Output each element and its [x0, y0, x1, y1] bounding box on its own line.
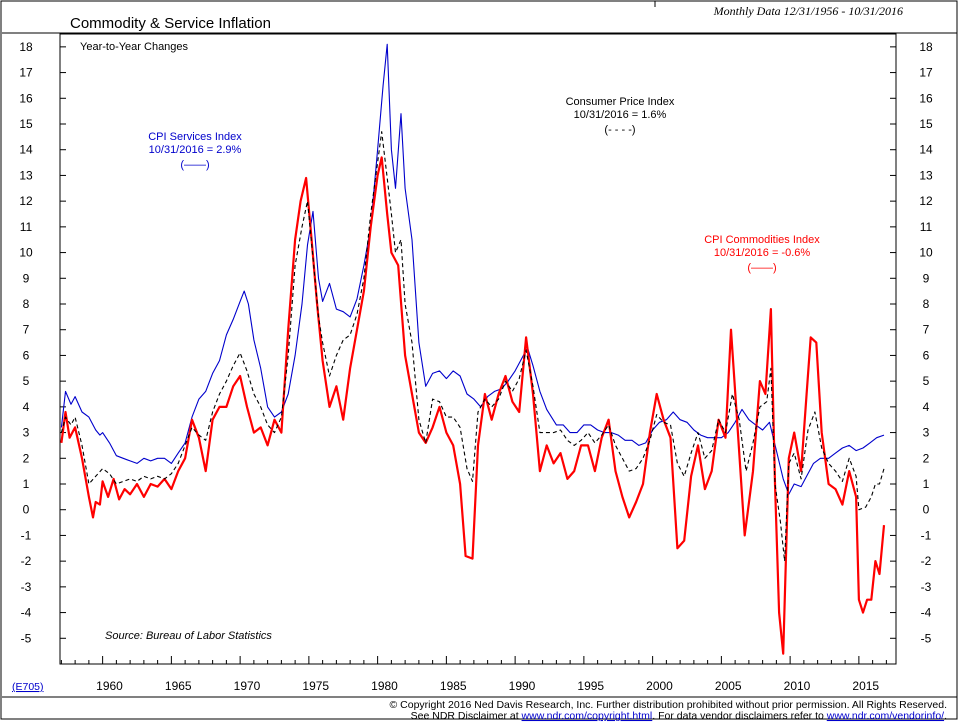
series-line-consumer-price-index [60, 131, 885, 562]
x-tick-label: 1960 [96, 679, 123, 693]
y-tick-label-right: 3 [923, 426, 930, 440]
y-tick-label-right: 9 [923, 271, 930, 285]
y-tick-label-left: -3 [21, 580, 32, 594]
y-tick-label-right: -1 [921, 528, 932, 542]
vendorinfo-link[interactable]: www.ndr.com/vendorinfo/ [826, 710, 944, 722]
y-tick-label-left: 8 [23, 297, 30, 311]
series-line-cpi-commodities-index [60, 156, 886, 655]
x-tick-label: 1975 [302, 679, 329, 693]
x-tick-label: 2005 [715, 679, 742, 693]
cpi-services-label-line2: 10/31/2016 = 2.9% [149, 144, 242, 156]
x-tick-label: 2015 [852, 679, 879, 693]
y-tick-label-left: 9 [23, 271, 30, 285]
y-tick-label-left: -2 [21, 554, 32, 568]
y-tick-label-left: 16 [19, 91, 33, 105]
y-tick-label-left: -4 [21, 606, 32, 620]
cpi-total-label-line1: Consumer Price Index [566, 96, 675, 108]
cpi-services-label-line3: (——) [180, 159, 209, 171]
y-tick-label-left: -5 [21, 631, 32, 645]
x-tick-label: 2010 [784, 679, 811, 693]
y-tick-label-right: 15 [919, 117, 933, 131]
plot-frame [59, 33, 897, 665]
y-tick-label-left: 5 [23, 374, 30, 388]
y-tick-label-left: -1 [21, 528, 32, 542]
y-tick-label-right: -5 [921, 631, 932, 645]
cpi-total-label: Consumer Price Index 10/31/2016 = 1.6% (… [566, 96, 675, 136]
y-tick-label-left: 17 [19, 66, 33, 80]
y-tick-label-left: 3 [23, 426, 30, 440]
x-tick-label: 1990 [509, 679, 536, 693]
source-note: Source: Bureau of Labor Statistics [105, 630, 272, 642]
x-tick-label: 1980 [371, 679, 398, 693]
y-tick-label-right: -4 [921, 606, 932, 620]
y-tick-label-right: -2 [921, 554, 932, 568]
cpi-services-label-line1: CPI Services Index [148, 131, 242, 143]
x-axis: 1960 1965 1970 1975 1980 1985 1990 1995 2000 2005… [60, 656, 887, 693]
y-tick-label-left: 2 [23, 451, 30, 465]
y-tick-label-right: 16 [919, 91, 933, 105]
disclaimer-mid: . For data vendor disclaimers refer to [652, 710, 827, 722]
y-tick-label-right: 10 [919, 246, 933, 260]
y-tick-label-right: 18 [919, 40, 933, 54]
cpi-commodities-label-line3: (——) [747, 262, 776, 274]
x-tick-label: 1995 [577, 679, 604, 693]
series-layer [60, 43, 886, 655]
y-tick-label-right: 13 [919, 168, 933, 182]
y-tick-label-right: 8 [923, 297, 930, 311]
cpi-services-label: CPI Services Index 10/31/2016 = 2.9% (——… [148, 131, 242, 171]
disclaimer-prefix: See NDR Disclaimer at [411, 710, 522, 722]
x-tick-label: 1970 [234, 679, 261, 693]
cpi-commodities-label-line1: CPI Commodities Index [704, 234, 820, 246]
y-tick-label-right: 6 [923, 348, 930, 362]
y-tick-label-right: -3 [921, 580, 932, 594]
y-tick-label-left: 18 [19, 40, 33, 54]
chart-title: Commodity & Service Inflation [70, 15, 271, 32]
y-tick-label-right: 2 [923, 451, 930, 465]
y-tick-label-left: 13 [19, 168, 33, 182]
y-tick-label-left: 12 [19, 194, 33, 208]
x-tick-label: 2000 [646, 679, 673, 693]
y-tick-label-right: 5 [923, 374, 930, 388]
y-tick-label-left: 7 [23, 323, 30, 337]
y-tick-label-left: 6 [23, 348, 30, 362]
y-tick-label-right: 1 [923, 477, 930, 491]
y-tick-label-right: 12 [919, 194, 933, 208]
y-tick-label-right: 4 [923, 400, 930, 414]
y-tick-label-left: 1 [23, 477, 30, 491]
data-range-label: Monthly Data 12/31/1956 - 10/31/2016 [713, 4, 903, 18]
chart-code-link[interactable]: (E705) [12, 681, 44, 693]
y-tick-label-left: 10 [19, 246, 33, 260]
y-tick-label-left: 11 [20, 220, 33, 234]
cpi-total-label-line2: 10/31/2016 = 1.6% [574, 109, 667, 121]
copyright-text: © Copyright 2016 Ned Davis Research, Inc… [390, 699, 948, 711]
chart-subtitle: Year-to-Year Changes [80, 41, 189, 53]
disclaimer-suffix: . [944, 710, 947, 722]
cpi-total-label-line3: (- - - -) [604, 124, 635, 136]
y-tick-label-right: 7 [923, 323, 930, 337]
y-tick-label-right: 0 [923, 503, 930, 517]
y-tick-label-left: 4 [23, 400, 30, 414]
copyright-link[interactable]: www.ndr.com/copyright.html [521, 710, 653, 722]
y-tick-label-left: 15 [19, 117, 33, 131]
series-line-cpi-services-index [60, 43, 885, 495]
y-tick-label-left: 14 [19, 143, 33, 157]
x-tick-label: 1985 [440, 679, 467, 693]
y-tick-label-right: 17 [919, 66, 933, 80]
y-tick-label-right: 11 [920, 220, 933, 234]
y-tick-label-right: 14 [919, 143, 933, 157]
y-tick-label-left: 0 [23, 503, 30, 517]
cpi-commodities-label-line2: 10/31/2016 = -0.6% [714, 247, 811, 259]
cpi-commodities-label: CPI Commodities Index 10/31/2016 = -0.6%… [704, 234, 820, 274]
disclaimer-text: See NDR Disclaimer at www.ndr.com/copyri… [411, 710, 947, 722]
x-tick-label: 1965 [165, 679, 192, 693]
